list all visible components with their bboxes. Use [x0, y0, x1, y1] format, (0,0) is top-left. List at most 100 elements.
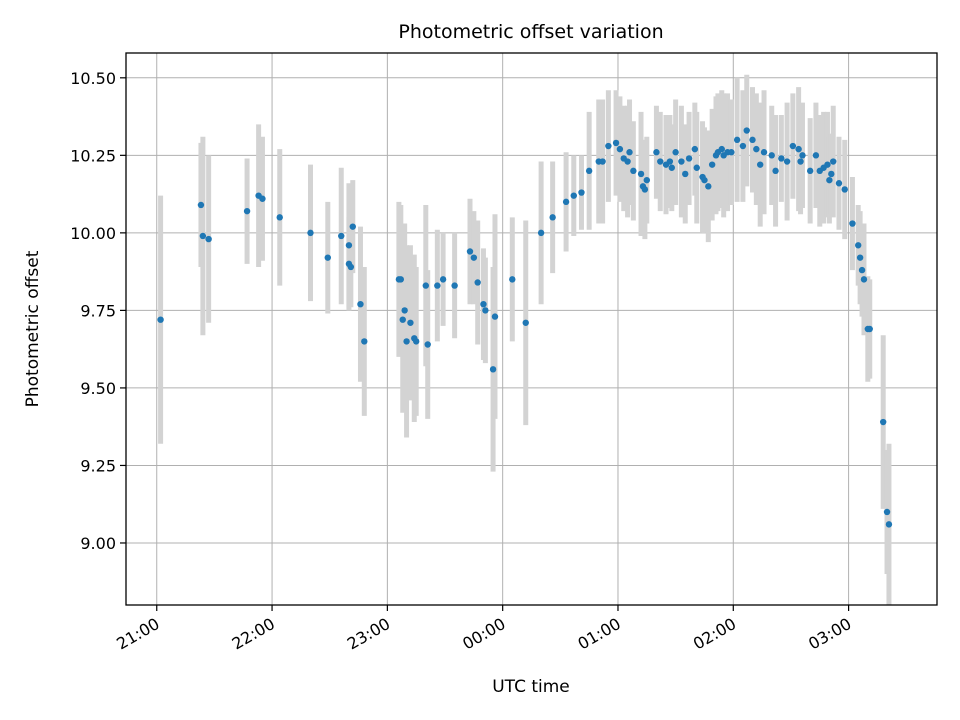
data-point [728, 149, 735, 156]
data-point [666, 158, 674, 165]
data-point [599, 158, 606, 165]
data-point [439, 276, 447, 283]
data-point [858, 266, 866, 274]
data-point [749, 136, 756, 144]
data-point [578, 189, 585, 196]
data-point [841, 186, 848, 193]
data-point [522, 319, 529, 326]
data-point [276, 214, 283, 221]
y-tick-label: 9.00 [80, 534, 116, 553]
data-point [855, 242, 862, 249]
data-point [824, 161, 831, 168]
data-point [883, 508, 891, 516]
y-axis-ticks: 9.00 9.25 9.50 9.75 10.00 10.25 10.50 [70, 69, 126, 553]
data-point [753, 145, 760, 153]
data-point [743, 127, 750, 134]
data-point [778, 155, 785, 162]
data-point [412, 338, 420, 345]
data-point [407, 319, 414, 326]
data-point [885, 521, 893, 528]
data-point [537, 229, 545, 237]
data-points [157, 127, 893, 528]
data-point [789, 142, 797, 150]
data-point [672, 149, 679, 156]
y-tick-label: 10.25 [70, 146, 116, 165]
data-point [641, 186, 649, 193]
data-point [643, 176, 651, 184]
data-point [491, 313, 499, 320]
data-point [866, 325, 873, 333]
data-point [768, 152, 775, 159]
data-point [470, 254, 478, 261]
data-point [157, 316, 164, 323]
data-point [324, 254, 331, 261]
data-point [733, 136, 741, 144]
data-point [474, 279, 481, 286]
data-point [424, 341, 431, 348]
data-point [799, 152, 806, 159]
data-point [489, 366, 497, 373]
data-point [828, 170, 835, 178]
data-point [466, 248, 474, 255]
data-point [812, 152, 820, 159]
data-point [830, 158, 837, 165]
data-point [243, 207, 251, 215]
y-tick-label: 9.25 [80, 456, 116, 475]
data-point [756, 161, 764, 168]
data-point [422, 282, 430, 289]
data-point [199, 232, 207, 240]
data-point [399, 316, 406, 323]
data-point [605, 142, 612, 150]
data-point [835, 180, 843, 187]
data-point [549, 214, 556, 221]
data-point [482, 307, 489, 314]
data-point [685, 155, 693, 162]
y-tick-label: 10.50 [70, 69, 116, 88]
data-point [624, 158, 631, 165]
data-point [480, 300, 487, 308]
data-point [797, 158, 804, 165]
data-point [347, 263, 355, 271]
data-point [361, 338, 368, 345]
y-tick-label: 9.75 [80, 301, 116, 320]
data-point [197, 201, 205, 209]
data-point [668, 164, 675, 171]
data-point [509, 276, 516, 283]
data-point [826, 176, 833, 184]
data-point [657, 158, 664, 165]
data-point [345, 242, 353, 249]
data-point [259, 195, 266, 202]
data-point [403, 338, 410, 345]
data-point [678, 158, 685, 165]
data-point [708, 161, 716, 168]
data-point [795, 145, 802, 153]
plot-frame [125, 52, 938, 606]
data-point [691, 145, 699, 153]
data-point [693, 164, 700, 171]
data-point [772, 167, 779, 175]
y-tick-label: 10.00 [70, 224, 116, 243]
y-tick-label: 9.50 [80, 379, 116, 398]
data-point [338, 232, 345, 240]
data-point [570, 192, 577, 199]
data-point [849, 220, 856, 227]
data-point [307, 229, 314, 237]
data-point [349, 223, 356, 230]
data-point [397, 276, 405, 283]
data-point [701, 176, 708, 184]
grid-lines [126, 53, 937, 605]
data-point [616, 145, 624, 153]
data-point [705, 183, 712, 190]
data-point [585, 167, 593, 175]
data-point [612, 139, 620, 147]
data-point [739, 142, 747, 150]
data-point [856, 254, 864, 261]
data-point [783, 158, 791, 165]
data-point [879, 418, 887, 426]
data-point [860, 276, 868, 283]
data-point [451, 282, 458, 289]
chart-title: Photometric offset variation [398, 21, 663, 43]
data-point [630, 167, 637, 175]
data-point [434, 282, 441, 289]
